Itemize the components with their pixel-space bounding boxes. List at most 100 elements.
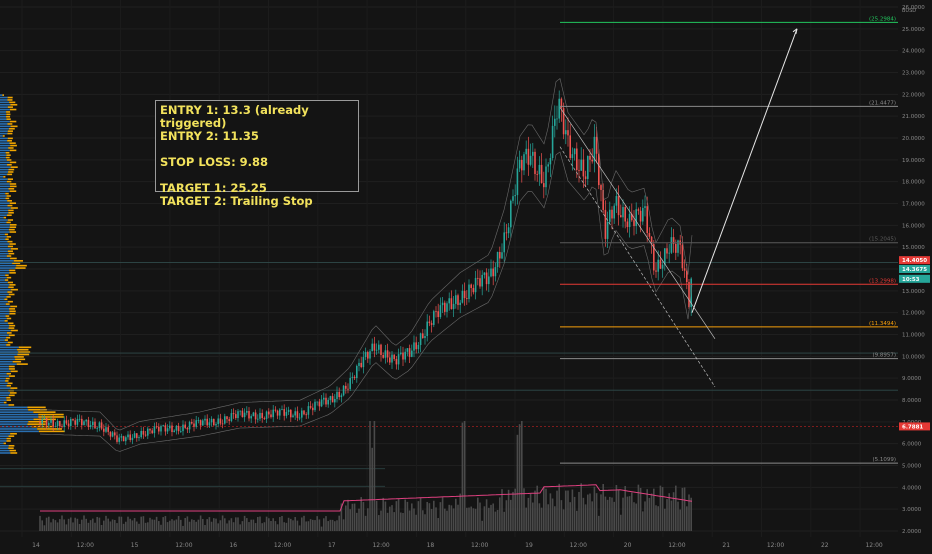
volume-bar (166, 522, 169, 531)
candle-body (424, 336, 426, 339)
volume-profile-bar (0, 214, 8, 217)
volume-profile-bar (15, 358, 26, 361)
candle-body (516, 168, 519, 196)
volume-profile-bar (9, 142, 16, 144)
volume-profile-bar (0, 360, 13, 363)
y-tick-label: 10.0000 (902, 354, 925, 360)
volume-profile-bar (0, 171, 9, 173)
volume-profile-bar (7, 132, 13, 135)
candle-body (609, 209, 611, 222)
volume-bar (406, 501, 409, 531)
target-2-text: TARGET 2: Trailing Stop (160, 194, 313, 208)
volume-profile-bar (0, 353, 18, 356)
volume-profile-bar (10, 370, 18, 373)
x-tick-label: 12:00 (767, 542, 784, 549)
volume-profile-bar (0, 262, 13, 265)
y-tick-label: 25.0000 (902, 27, 925, 33)
volume-bar (679, 509, 681, 531)
candle-body (89, 425, 92, 427)
volume-profile-bar (27, 423, 46, 425)
candle-body (237, 411, 239, 419)
candle-body (439, 305, 442, 318)
volume-bar (210, 521, 213, 531)
candle-body (446, 303, 448, 312)
volume-profile-bar (0, 252, 9, 255)
volume-bar (312, 519, 314, 531)
volume-profile-bar (0, 377, 6, 380)
volume-bar (452, 508, 455, 531)
candle-body (402, 352, 404, 360)
candle-body (74, 420, 76, 425)
candle-body (140, 430, 142, 438)
candle-body (560, 98, 563, 109)
candle-body (686, 270, 688, 283)
volume-bar (259, 516, 261, 531)
volume-bar (549, 493, 552, 531)
volume-profile-bar (0, 125, 11, 128)
candle-body (477, 277, 479, 279)
volume-bar (158, 521, 160, 531)
volume-bar (617, 490, 620, 531)
candle-body (151, 430, 153, 434)
x-tick-label: 18 (427, 542, 435, 549)
volume-profile-bar (0, 356, 15, 358)
volume-profile-bar (8, 394, 15, 397)
volume-profile-bar (0, 154, 7, 156)
volume-profile-bar (0, 123, 8, 125)
volume-bar (556, 490, 558, 531)
volume-bar (199, 515, 202, 531)
volume-bar (287, 517, 290, 531)
volume-bar (217, 523, 219, 531)
candle-body (105, 427, 107, 432)
volume-profile-bar (0, 219, 8, 221)
volume-bar (613, 501, 615, 531)
volume-bar (114, 519, 116, 531)
volume-profile-bar (6, 159, 12, 161)
candle-body (540, 164, 543, 184)
volume-profile-bar (8, 286, 14, 289)
volume-bar (538, 503, 541, 531)
volume-bar (439, 502, 442, 531)
candle-body (551, 125, 554, 158)
volume-profile-bar (0, 440, 7, 442)
volume-profile-bar (3, 401, 7, 404)
volume-bar (428, 503, 431, 531)
volume-profile-bar (7, 163, 12, 166)
volume-bar (507, 489, 510, 531)
volume-profile-bar (28, 408, 47, 411)
candle-body (666, 248, 668, 254)
volume-profile-bar (0, 394, 9, 397)
candle-body (496, 251, 499, 268)
volume-bar (138, 523, 140, 531)
candle-body (188, 422, 191, 430)
volume-profile-bar (8, 365, 15, 368)
candle-body (595, 136, 598, 154)
candle-body (510, 200, 512, 228)
trade-plan-annotation[interactable]: ENTRY 1: 13.3 (already triggered) ENTRY … (155, 100, 359, 208)
volume-profile-bar (0, 387, 11, 389)
volume-bar (153, 519, 156, 531)
volume-profile-bar (0, 375, 9, 377)
volume-bar (184, 517, 186, 531)
y-tick-label: 13.0000 (902, 289, 925, 295)
volume-profile-bar (16, 264, 27, 267)
candle-body (228, 419, 230, 421)
candle-body (287, 409, 290, 412)
candle-body (461, 290, 464, 303)
volume-profile-bar (5, 238, 9, 241)
candle-body (118, 437, 120, 442)
volume-bar (457, 504, 459, 531)
volume-bar (430, 508, 433, 531)
volume-bars (39, 421, 692, 531)
volume-bar (534, 490, 536, 531)
volume-bar (131, 520, 134, 531)
candle-body (235, 414, 237, 419)
volume-bar (448, 504, 450, 531)
candle-body (219, 418, 222, 424)
volume-profile-bar (0, 250, 8, 253)
candle-body (668, 252, 670, 254)
volume-profile-bar (0, 428, 38, 430)
volume-bar (78, 523, 81, 531)
